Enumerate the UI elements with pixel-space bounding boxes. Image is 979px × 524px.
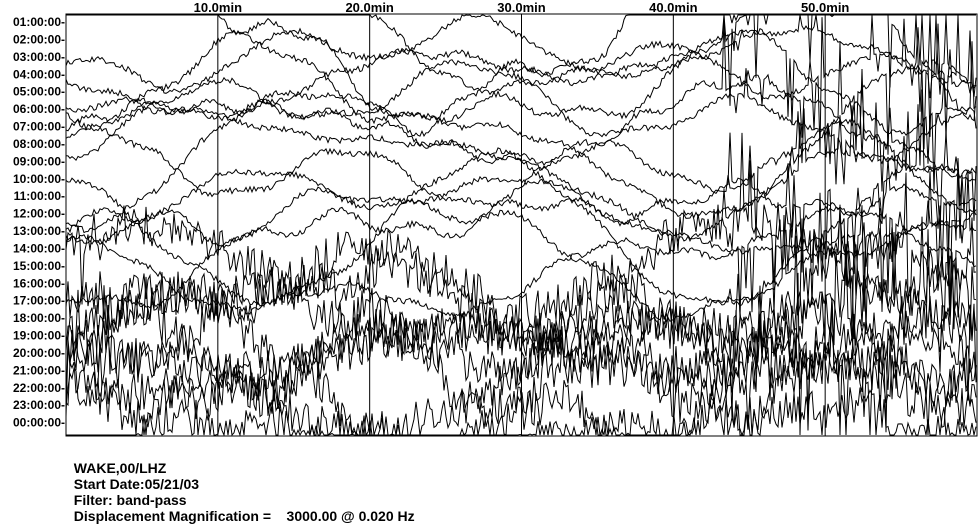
- y-tick-label: 17:00:00-: [13, 294, 65, 308]
- seismic-trace: [66, 337, 977, 436]
- seismic-trace: [66, 14, 977, 150]
- x-tick-label: 20.0min: [345, 0, 393, 15]
- station-label: WAKE,00/LHZ: [73, 460, 167, 476]
- y-tick-label: 05:00:00-: [13, 85, 65, 99]
- x-tick-label: 40.0min: [649, 0, 697, 15]
- seismic-trace: [66, 186, 977, 331]
- y-tick-label: 07:00:00-: [13, 120, 65, 134]
- seismic-trace: [66, 14, 977, 137]
- seismic-trace: [66, 132, 977, 278]
- helicorder-chart: 10.0min 20.0min 30.0min 40.0min 50.0min 01:00…: [13, 0, 978, 437]
- y-tick-label: 23:00:00-: [13, 398, 65, 412]
- y-tick-label: 13:00:00-: [13, 224, 65, 238]
- y-tick-label: 12:00:00-: [13, 207, 65, 221]
- seismic-trace: [66, 89, 977, 328]
- start-date-label: Start Date:05/21/03: [73, 476, 200, 492]
- magnification-label: Displacement Magnification = 3000.00 @ 0…: [73, 508, 415, 524]
- y-tick-label: 00:00:00-: [13, 416, 65, 430]
- seismic-trace: [66, 14, 977, 203]
- y-tick-label: 21:00:00-: [13, 363, 65, 377]
- y-tick-label: 16:00:00-: [13, 276, 65, 290]
- seismic-trace: [66, 243, 977, 433]
- seismic-trace: [66, 301, 977, 436]
- seismic-trace: [66, 14, 977, 234]
- seismic-trace: [66, 105, 977, 275]
- y-tick-label: 22:00:00-: [13, 381, 65, 395]
- y-tick-label: 09:00:00-: [13, 154, 65, 168]
- seismic-trace: [66, 271, 977, 436]
- seismic-trace: [66, 132, 977, 383]
- seismic-trace: [66, 175, 977, 330]
- y-tick-label: 03:00:00-: [13, 50, 65, 64]
- chart-footer: WAKE,00/LHZ Start Date:05/21/03 Filter: …: [66, 444, 429, 524]
- y-tick-label: 06:00:00-: [13, 102, 65, 116]
- seismic-trace: [66, 82, 977, 239]
- y-tick-label: 19:00:00-: [13, 329, 65, 343]
- y-tick-label: 11:00:00-: [14, 189, 65, 203]
- filter-label: Filter: band-pass: [73, 492, 187, 508]
- seismic-trace: [66, 229, 977, 430]
- y-tick-label: 18:00:00-: [13, 311, 65, 325]
- seismic-trace: [66, 28, 977, 191]
- x-tick-label: 10.0min: [194, 0, 242, 15]
- seismic-trace: [66, 41, 977, 185]
- x-tick-label: 30.0min: [497, 0, 545, 15]
- y-tick-label: 15:00:00-: [13, 259, 65, 273]
- seismic-trace: [66, 172, 977, 410]
- y-tick-label: 20:00:00-: [13, 346, 65, 360]
- y-tick-label: 04:00:00-: [13, 67, 65, 81]
- seismic-trace: [66, 14, 977, 153]
- x-tick-label: 50.0min: [801, 0, 849, 15]
- y-tick-label: 01:00:00-: [13, 15, 65, 29]
- y-tick-label: 14:00:00-: [13, 241, 65, 255]
- y-tick-label: 08:00:00-: [13, 137, 65, 151]
- y-tick-label: 02:00:00-: [13, 32, 65, 46]
- y-tick-label: 10:00:00-: [13, 172, 65, 186]
